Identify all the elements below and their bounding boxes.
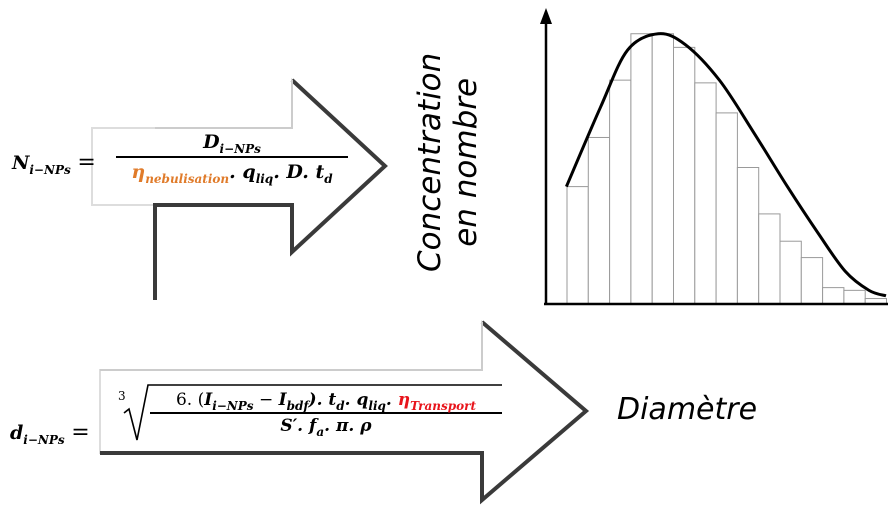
- histogram-bin: [800, 257, 824, 305]
- histogram-bin: [651, 33, 675, 305]
- y-axis-label: Concentration en nombre: [412, 53, 484, 272]
- formula-d-fraction-bar: [150, 412, 502, 414]
- histogram-bin: [758, 213, 781, 305]
- formula-d-eq: =: [71, 420, 90, 445]
- y-axis-arrowhead: [540, 8, 552, 24]
- y-axis-label-line1: Concentration: [412, 52, 448, 272]
- formula-d-q-sub: liq: [368, 399, 386, 413]
- formula-d-root-index: 3: [118, 389, 126, 403]
- histogram-bin: [694, 82, 717, 305]
- lower-arrow-head: [100, 320, 590, 505]
- formula-n-q-sub: liq: [255, 172, 274, 186]
- histogram-bin: [843, 289, 866, 305]
- formula-n-eta: η: [131, 161, 146, 183]
- formula-n-t-sub: d: [324, 172, 333, 186]
- formula-n-rest: . D. t: [273, 161, 325, 183]
- y-axis-label-line2: en nombre: [448, 77, 484, 247]
- diametre-label: Diamètre: [617, 392, 758, 427]
- formula-n-num-sub: i−NPs: [219, 142, 261, 156]
- formula-n-eta-sub: nebulisation: [145, 172, 230, 186]
- formula-d-numerator: 6. (Ii−NPs − Ibdf). td. qliq. ηTransport: [175, 390, 477, 413]
- formula-d-den-s: S′. f: [280, 416, 317, 436]
- formula-n-lhs-var: N: [12, 152, 30, 174]
- histogram-bin: [630, 33, 653, 305]
- formula-n-fraction: Di−NPs ηnebulisation. qliq. D. td: [116, 131, 348, 186]
- formula-d-dot: .: [385, 390, 398, 410]
- formula-d-f-sub: a: [316, 425, 325, 439]
- formula-n-lhs-sub: i−NPs: [29, 163, 71, 177]
- histogram-bin: [673, 46, 696, 305]
- formula-n-denominator: ηnebulisation. qliq. D. td: [131, 158, 333, 186]
- histogram-bin: [587, 136, 611, 305]
- formula-d-i1-sub: i−NPs: [212, 399, 254, 413]
- histogram-bin: [822, 287, 845, 305]
- histogram-bin: [779, 240, 802, 305]
- formula-n-lhs: Ni−NPs =: [12, 150, 96, 177]
- formula-d-lhs: di−NPs =: [10, 420, 90, 447]
- formula-d-close: ). t: [308, 390, 337, 410]
- formula-d-q: . q: [344, 390, 369, 410]
- formula-d-den-rest: . π. ρ: [324, 416, 372, 436]
- upper-arrow-head: [153, 78, 388, 300]
- formula-n-dot1: .: [229, 161, 236, 183]
- formula-d-i2-sub: bdf: [286, 399, 309, 413]
- formula-d-denominator: S′. fa. π. ρ: [280, 414, 372, 439]
- formula-n-eq: =: [77, 150, 96, 175]
- formula-d-eta-sub: Transport: [410, 399, 477, 413]
- histogram-bin: [736, 167, 760, 305]
- formula-d-minus: −: [253, 390, 279, 410]
- histogram-chart: [565, 32, 888, 305]
- formula-n-numerator: Di−NPs: [203, 131, 261, 156]
- formula-n-q: q: [242, 161, 256, 183]
- formula-d-fraction: 6. (Ii−NPs − Ibdf). td. qliq. ηTransport…: [150, 390, 502, 439]
- formula-d-lhs-var: d: [10, 422, 24, 444]
- density-curve: [565, 32, 887, 298]
- formula-n-num-var: D: [203, 131, 220, 153]
- formula-d-i1: I: [204, 390, 213, 410]
- histogram-bin: [566, 186, 589, 305]
- histogram-bin: [609, 79, 632, 305]
- formula-d-num-lead: 6. (: [175, 390, 205, 410]
- histogram-bin: [715, 112, 738, 305]
- radical-sign: [123, 384, 502, 441]
- formula-d-t-sub: d: [336, 399, 345, 413]
- formula-d-eta: η: [397, 390, 411, 410]
- formula-d-lhs-sub: i−NPs: [23, 433, 65, 447]
- formula-n-fraction-bar: [116, 156, 348, 158]
- formula-d-i2: I: [278, 390, 287, 410]
